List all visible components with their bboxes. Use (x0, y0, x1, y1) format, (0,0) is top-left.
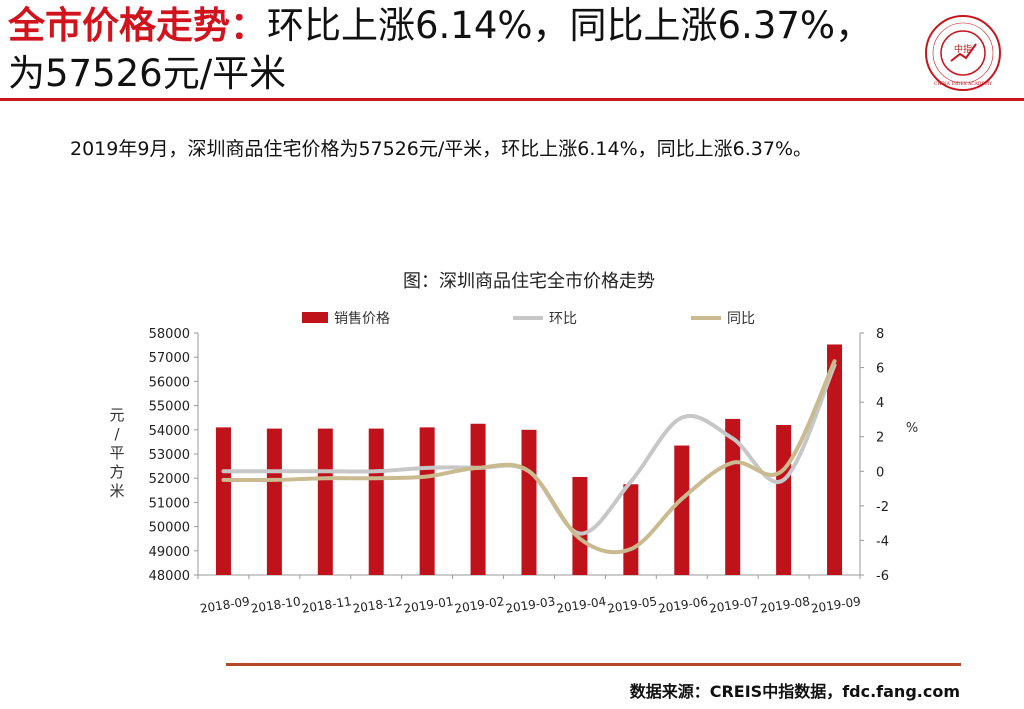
y2-tick-label: 2 (876, 431, 884, 446)
legend-swatch-price (302, 312, 328, 323)
price-bar (317, 428, 333, 575)
x-tick-label: 2019-09 (810, 594, 862, 616)
x-tick-label: 2019-06 (657, 594, 709, 616)
data-source: 数据来源：CREIS中指数据，fdc.fang.com (629, 682, 960, 701)
y-tick-label: 49000 (149, 545, 190, 560)
y2-tick-label: -2 (876, 500, 889, 515)
price-bar (623, 484, 639, 575)
y-tick-label: 48000 (149, 569, 190, 584)
x-tick-label: 2018-12 (352, 594, 404, 616)
x-tick-label: 2019-04 (555, 594, 607, 616)
price-bar (368, 428, 384, 575)
logo-ring-text: CHINA INDEX ACADEMY (934, 82, 992, 87)
y-tick-label: 56000 (149, 375, 190, 390)
y2-tick-label: 4 (876, 396, 884, 411)
headline: 全市价格走势：环比上涨6.14%，同比上涨6.37%，为57526元/平米 (8, 2, 888, 98)
y-axis-label-char: 米 (109, 482, 124, 500)
x-tick-label: 2019-02 (454, 594, 506, 616)
price-bar (725, 418, 741, 575)
y-tick-label: 53000 (149, 448, 190, 463)
y2-tick-label: 6 (876, 362, 884, 377)
price-bar (215, 427, 231, 575)
y-axis-label-char: 元 (109, 406, 124, 424)
x-tick-label: 2019-08 (759, 594, 811, 616)
x-tick-label: 2019-05 (606, 594, 658, 616)
price-bar (776, 424, 792, 575)
y-tick-label: 54000 (149, 424, 190, 439)
chart-title: 图：深圳商品住宅全市价格走势 (403, 271, 655, 292)
legend-label: 环比 (549, 311, 577, 327)
y-axis-label-char: / (114, 425, 120, 443)
yoy-line (221, 359, 837, 555)
x-tick-label: 2018-09 (199, 594, 251, 616)
y-axis-label-char: 方 (109, 463, 124, 481)
price-bar (521, 429, 537, 575)
logo-center-text: 中指 (954, 43, 972, 55)
price-bar (674, 445, 690, 575)
y-tick-label: 50000 (149, 521, 190, 536)
x-tick-label: 2019-07 (708, 594, 760, 616)
price-bar (266, 428, 282, 575)
y-tick-label: 55000 (149, 400, 190, 415)
y2-tick-label: -6 (876, 569, 889, 584)
y-tick-label: 52000 (149, 472, 190, 487)
y2-axis-label: % (906, 421, 918, 436)
footer-divider (226, 663, 961, 666)
y2-tick-label: 8 (876, 327, 884, 342)
price-bar (572, 476, 588, 575)
y2-tick-label: -4 (876, 534, 889, 549)
legend-label: 同比 (727, 311, 755, 327)
price-bar (470, 423, 486, 575)
x-tick-label: 2018-10 (250, 594, 302, 616)
y-axis-label-char: 平 (109, 444, 124, 462)
y-tick-label: 51000 (149, 496, 190, 511)
price-bar (827, 344, 843, 575)
header-divider (0, 98, 1024, 101)
x-tick-label: 2019-03 (505, 594, 557, 616)
y2-tick-label: 0 (876, 465, 884, 480)
x-tick-label: 2018-11 (301, 594, 353, 616)
price-bar (419, 427, 435, 575)
y-tick-label: 58000 (149, 327, 190, 342)
summary-text: 2019年9月，深圳商品住宅价格为57526元/平米，环比上涨6.14%，同比上… (70, 138, 813, 160)
headline-rest: 环比上涨6.14%，同比上涨6.37%，为57526元/平米 (8, 4, 873, 95)
headline-lead: 全市价格走势： (8, 4, 267, 47)
china-index-academy-seal-icon: 中指 CHINA INDEX ACADEMY (925, 15, 1001, 91)
x-tick-label: 2019-01 (403, 594, 455, 616)
legend-label: 销售价格 (334, 311, 390, 327)
y-tick-label: 57000 (149, 351, 190, 366)
